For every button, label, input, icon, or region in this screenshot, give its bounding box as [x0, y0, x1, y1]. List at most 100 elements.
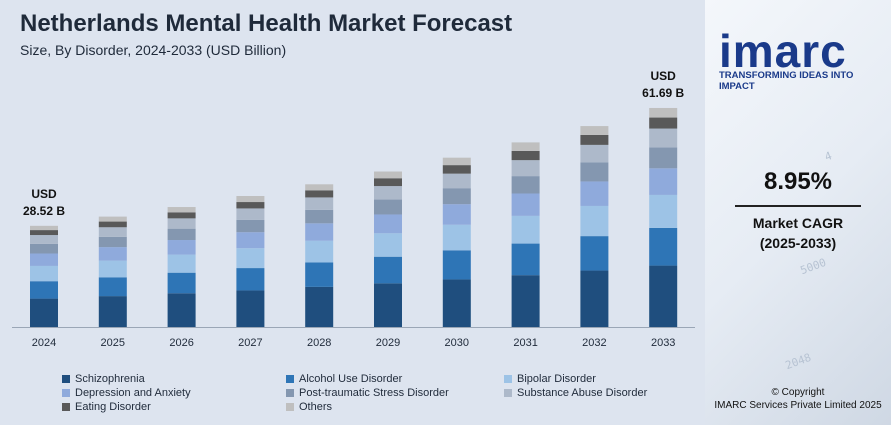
total-label-2033-value: 61.69 B [642, 86, 684, 100]
legend-swatch [286, 389, 294, 397]
copyright-line2: IMARC Services Private Limited 2025 [714, 400, 882, 411]
legend-label: Schizophrenia [75, 373, 145, 385]
bar-segment-depression-and-anxiety-2031 [511, 193, 540, 216]
bar-segment-alcohol-use-disorder-2025 [98, 277, 127, 297]
bar-segment-depression-and-anxiety-2027 [236, 232, 265, 249]
legend-item-depression-and-anxiety: Depression and Anxiety [62, 387, 191, 399]
bar-segment-depression-and-anxiety-2028 [305, 223, 334, 241]
bar-segment-schizophrenia-2031 [511, 275, 540, 327]
bar-segment-schizophrenia-2027 [236, 290, 265, 327]
legend-label: Alcohol Use Disorder [299, 373, 403, 385]
bar-segment-bipolar-disorder-2030 [442, 224, 471, 251]
x-tick-label-2030: 2030 [445, 337, 469, 349]
chart-subtitle: Size, By Disorder, 2024-2033 (USD Billio… [20, 42, 287, 58]
bar-segment-bipolar-disorder-2032 [580, 205, 609, 237]
bar-segment-post-traumatic-stress-disorder-2030 [442, 188, 471, 205]
bar-segment-bipolar-disorder-2031 [511, 215, 540, 244]
bar-segment-others-2026 [167, 207, 196, 213]
bar-segment-others-2031 [511, 142, 540, 151]
brand-panel: 4 5000 2048 imarc TRANSFORMING IDEAS INT… [705, 0, 891, 425]
copyright-line1: © Copyright [771, 387, 825, 398]
stacked-bar-chart: 2024 2025 2026 2027 2028 2029 2030 2031 2032 2033… [12, 69, 695, 349]
page-title: Netherlands Mental Health Market Forecas… [20, 10, 513, 37]
bar-segment-eating-disorder-2026 [167, 212, 196, 219]
legend-label: Depression and Anxiety [75, 387, 191, 399]
bar-segment-post-traumatic-stress-disorder-2028 [305, 209, 334, 224]
bar-segment-substance-abuse-disorder-2031 [511, 160, 540, 177]
bar-segment-others-2033 [649, 107, 678, 118]
legend-swatch [286, 375, 294, 383]
bar-segment-schizophrenia-2028 [305, 286, 334, 327]
legend-item-bipolar-disorder: Bipolar Disorder [504, 373, 596, 385]
bar-segment-schizophrenia-2030 [442, 279, 471, 327]
bar-segment-depression-and-anxiety-2033 [649, 168, 678, 195]
bar-segment-substance-abuse-disorder-2030 [442, 173, 471, 189]
x-tick-label-2026: 2026 [169, 337, 193, 349]
legend-swatch [504, 389, 512, 397]
x-tick-label-2032: 2032 [582, 337, 606, 349]
legend-item-others: Others [286, 401, 332, 413]
total-label-2033-currency: USD [651, 69, 677, 83]
bar-segment-depression-and-anxiety-2030 [442, 204, 471, 225]
bar-segment-alcohol-use-disorder-2027 [236, 268, 265, 291]
bar-segment-post-traumatic-stress-disorder-2027 [236, 219, 265, 233]
chart-panel: Netherlands Mental Health Market Forecas… [12, 10, 695, 413]
x-tick-label-2031: 2031 [513, 337, 537, 349]
bar-segment-substance-abuse-disorder-2028 [305, 197, 334, 210]
bar-segment-eating-disorder-2024 [30, 230, 58, 236]
x-tick-label-2027: 2027 [238, 337, 262, 349]
cagr-divider [735, 205, 861, 207]
bar-segment-others-2024 [30, 225, 58, 231]
bar-segment-eating-disorder-2029 [374, 178, 402, 187]
legend-item-post-traumatic-stress-disorder: Post-traumatic Stress Disorder [286, 387, 449, 399]
bar-segment-post-traumatic-stress-disorder-2031 [511, 176, 540, 194]
bar-segment-depression-and-anxiety-2025 [98, 247, 127, 261]
legend-label: Substance Abuse Disorder [517, 387, 648, 399]
bar-segment-schizophrenia-2026 [167, 293, 196, 327]
total-label-2024-value: 28.52 B [23, 204, 65, 218]
bar-segment-eating-disorder-2030 [442, 165, 471, 174]
bar-segment-alcohol-use-disorder-2028 [305, 262, 334, 287]
bar-segment-depression-and-anxiety-2026 [167, 240, 196, 255]
legend-label: Others [299, 401, 333, 413]
cagr-label-line2: (2025-2033) [759, 235, 837, 251]
x-tick-label-2024: 2024 [32, 337, 56, 349]
bar-segment-depression-and-anxiety-2024 [30, 253, 58, 266]
legend-swatch [62, 375, 70, 383]
bar-segment-post-traumatic-stress-disorder-2024 [30, 243, 58, 254]
bar-segment-substance-abuse-disorder-2029 [374, 186, 402, 200]
decor-number: 5000 [798, 255, 828, 278]
bar-segment-substance-abuse-disorder-2024 [30, 235, 58, 244]
bar-segment-schizophrenia-2025 [98, 296, 127, 327]
bar-segment-alcohol-use-disorder-2026 [167, 272, 196, 294]
cagr-label: Market CAGR (2025-2033) [705, 213, 891, 253]
bar-segment-bipolar-disorder-2024 [30, 265, 58, 282]
cagr-label-line1: Market CAGR [752, 215, 844, 231]
x-tick-label-2033: 2033 [651, 337, 675, 349]
copyright-notice: © Copyright IMARC Services Private Limit… [705, 386, 891, 412]
bar-segment-post-traumatic-stress-disorder-2029 [374, 199, 402, 215]
legend-label: Eating Disorder [75, 401, 151, 413]
bar-segment-alcohol-use-disorder-2032 [580, 236, 609, 271]
bar-segment-eating-disorder-2032 [580, 134, 609, 145]
bar-segment-schizophrenia-2024 [30, 298, 58, 327]
legend-item-schizophrenia: Schizophrenia [62, 373, 145, 385]
bar-segment-depression-and-anxiety-2029 [374, 214, 402, 234]
x-tick-label-2025: 2025 [101, 337, 125, 349]
brand-tagline: TRANSFORMING IDEAS INTO IMPACT [719, 70, 854, 92]
bar-segment-alcohol-use-disorder-2030 [442, 250, 471, 280]
bar-segment-depression-and-anxiety-2032 [580, 181, 609, 206]
bar-segment-schizophrenia-2033 [649, 265, 678, 327]
bar-segment-schizophrenia-2032 [580, 270, 609, 327]
bar-segment-substance-abuse-disorder-2033 [649, 128, 678, 148]
bar-segment-eating-disorder-2033 [649, 117, 678, 129]
legend-swatch [62, 403, 70, 411]
bar-segment-alcohol-use-disorder-2024 [30, 281, 58, 299]
bar-segment-bipolar-disorder-2027 [236, 248, 265, 269]
bar-segment-alcohol-use-disorder-2033 [649, 227, 678, 266]
bar-segment-others-2028 [305, 184, 334, 191]
legend-label: Bipolar Disorder [517, 373, 596, 385]
bar-segment-substance-abuse-disorder-2025 [98, 227, 127, 237]
bar-segment-bipolar-disorder-2028 [305, 240, 334, 263]
